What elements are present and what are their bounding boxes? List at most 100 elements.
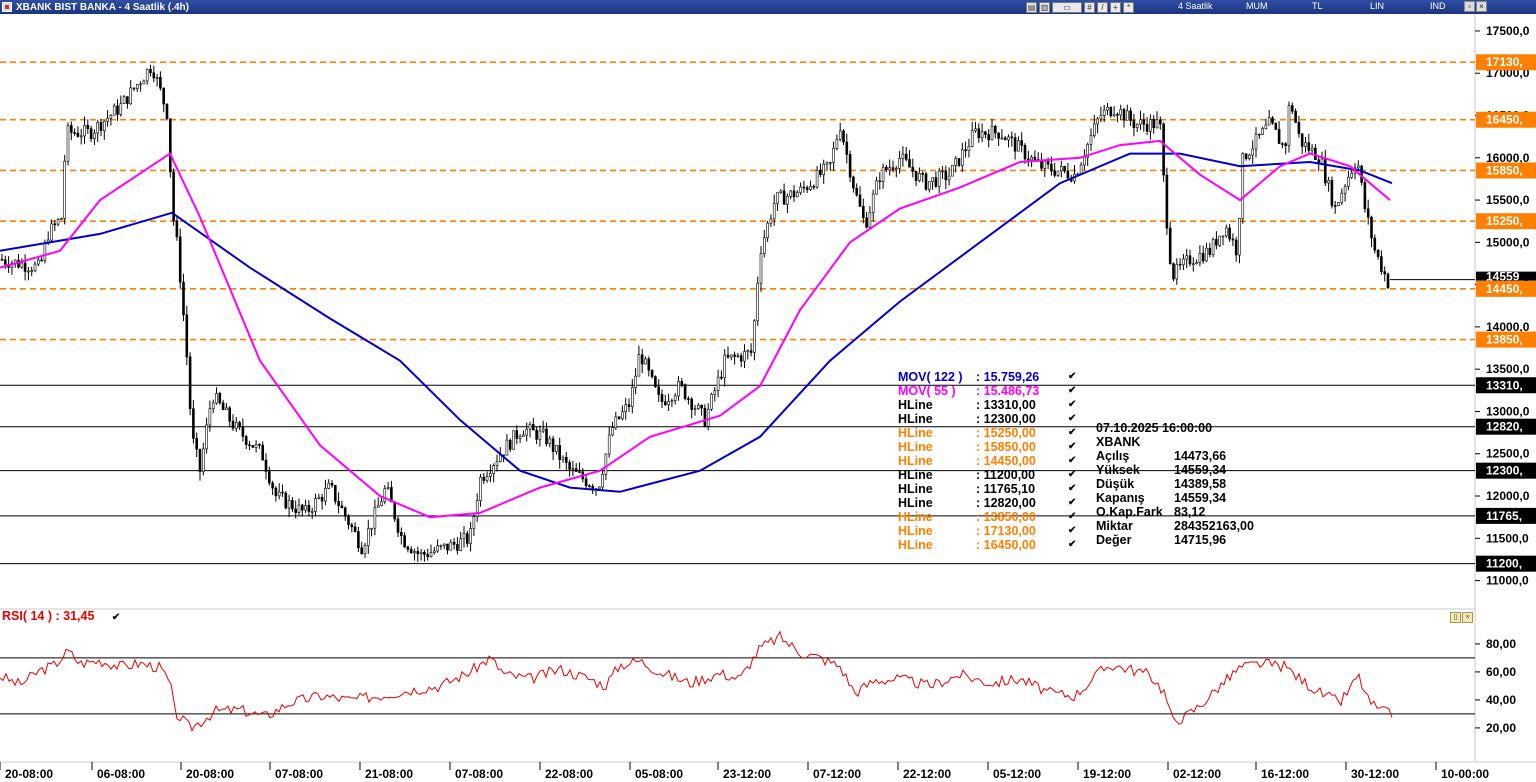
copy-icon[interactable]: ▤ <box>1026 1 1037 13</box>
check-icon[interactable]: ✔ <box>1068 455 1077 466</box>
candle-body <box>812 186 816 188</box>
candle-body <box>145 68 149 82</box>
candle-body <box>663 401 667 405</box>
rsi-y-tick-label: 20,00 <box>1486 721 1516 735</box>
info-value: 14473,66 <box>1174 449 1227 463</box>
info-symbol: XBANK <box>1096 435 1141 449</box>
info-key: Açılış <box>1096 449 1130 463</box>
candle-body <box>541 428 545 432</box>
settings-icon[interactable]: * <box>1123 1 1134 13</box>
candle-body <box>1297 122 1301 134</box>
hline-axis-tag <box>1476 280 1536 297</box>
candle-body <box>79 135 83 138</box>
restore-icon[interactable]: ▫ <box>1464 1 1475 12</box>
candle-body <box>914 171 918 181</box>
candle-body <box>1327 180 1330 184</box>
rsi-panel-close-icon[interactable]: × <box>1462 612 1473 623</box>
scale-select[interactable]: LIN <box>1370 1 1385 11</box>
x-tick-label: 16-12:00 <box>1261 767 1309 781</box>
rsi-y-tick-label: 60,00 <box>1486 665 1516 679</box>
candle-body <box>640 354 644 365</box>
candle-body <box>845 141 849 155</box>
candle-body <box>456 544 459 551</box>
rsi-label: RSI( 14 ) : 31,45 ✔ <box>2 609 120 623</box>
candle-body <box>469 528 472 544</box>
rsi-panel-pin-icon[interactable]: ▯ <box>1450 612 1461 623</box>
candle-body <box>512 430 515 450</box>
check-icon[interactable]: ✔ <box>1068 427 1077 438</box>
check-icon[interactable]: ✔ <box>111 612 121 623</box>
candle-body <box>1228 227 1231 240</box>
x-tick-label: 21-08:00 <box>365 767 413 781</box>
check-icon[interactable]: ✔ <box>1068 539 1077 550</box>
candle-body <box>423 551 426 555</box>
legend-name: HLine <box>898 440 933 454</box>
close-icon[interactable]: × <box>1476 1 1487 12</box>
candle-body <box>393 501 397 520</box>
chart-type-select[interactable]: MUM <box>1246 1 1268 11</box>
candle-body <box>353 526 357 532</box>
candle-body <box>291 499 294 510</box>
candle-body <box>149 68 152 74</box>
candle-body <box>825 162 829 165</box>
candle-body <box>687 398 690 401</box>
check-icon[interactable]: ✔ <box>1068 385 1077 396</box>
candle-body <box>673 395 677 401</box>
candle-body <box>891 167 895 170</box>
candle-body <box>515 430 519 439</box>
candle-body <box>1017 140 1020 152</box>
check-icon[interactable]: ✔ <box>1068 511 1077 522</box>
x-tick-label: 10-00:00 <box>1441 767 1489 781</box>
candle-body <box>1241 153 1245 219</box>
candle-body <box>990 125 994 141</box>
print-icon[interactable]: ▥ <box>1039 1 1050 13</box>
candle-body <box>23 262 27 272</box>
candle-body <box>904 153 908 160</box>
check-icon[interactable]: ✔ <box>1068 371 1077 382</box>
hline-axis-tag-text: 15850, <box>1486 163 1523 177</box>
check-icon[interactable]: ✔ <box>1068 483 1077 494</box>
candle-body <box>528 424 532 430</box>
line-tool-icon[interactable]: / <box>1097 1 1108 13</box>
candle-body <box>1027 158 1030 161</box>
grid-icon[interactable]: # <box>1084 1 1095 13</box>
candle-body <box>789 190 793 197</box>
legend-name: HLine <box>898 482 933 496</box>
candle-body <box>522 434 525 437</box>
window-titlebar: XBANK BIST BANKA - 4 Saatlik (.4h) <box>0 0 1536 14</box>
legend-value: : 13310,00 <box>976 398 1036 412</box>
candle-body <box>1284 143 1287 147</box>
hline-axis-tag-text: 13850, <box>1486 333 1523 347</box>
check-icon[interactable]: ✔ <box>1068 525 1077 536</box>
check-icon[interactable]: ✔ <box>1068 469 1077 480</box>
legend-row-hline: HLine: 15850,00 ✔ <box>898 440 1078 454</box>
candle-body <box>122 96 126 104</box>
candle-body <box>1030 156 1033 161</box>
candle-body <box>1182 258 1185 266</box>
zoom-icon[interactable]: + <box>1110 1 1121 13</box>
template-select[interactable]: ▭ <box>1052 1 1082 13</box>
candle-body <box>1086 144 1089 158</box>
candle-body <box>235 422 238 429</box>
candle-body <box>300 504 304 511</box>
legend-name: HLine <box>898 496 933 510</box>
candle-body <box>1152 119 1155 129</box>
candle-body <box>974 128 977 132</box>
check-icon[interactable]: ✔ <box>1068 497 1077 508</box>
candle-body <box>941 170 944 173</box>
candle-body <box>792 190 796 198</box>
candle-body <box>231 420 235 429</box>
candle-body <box>399 532 403 536</box>
currency-select[interactable]: TL <box>1312 1 1323 11</box>
check-icon[interactable]: ✔ <box>1068 413 1077 424</box>
check-icon[interactable]: ✔ <box>1068 441 1077 452</box>
candle-body <box>630 387 634 407</box>
candle-body <box>835 139 839 149</box>
window-title: XBANK BIST BANKA - 4 Saatlik (.4h) <box>16 1 189 13</box>
indicator-select[interactable]: IND <box>1430 1 1446 11</box>
period-select[interactable]: 4 Saatlik <box>1178 1 1213 11</box>
candle-body <box>852 176 855 189</box>
check-icon[interactable]: ✔ <box>1068 399 1077 410</box>
candle-body <box>525 428 529 436</box>
